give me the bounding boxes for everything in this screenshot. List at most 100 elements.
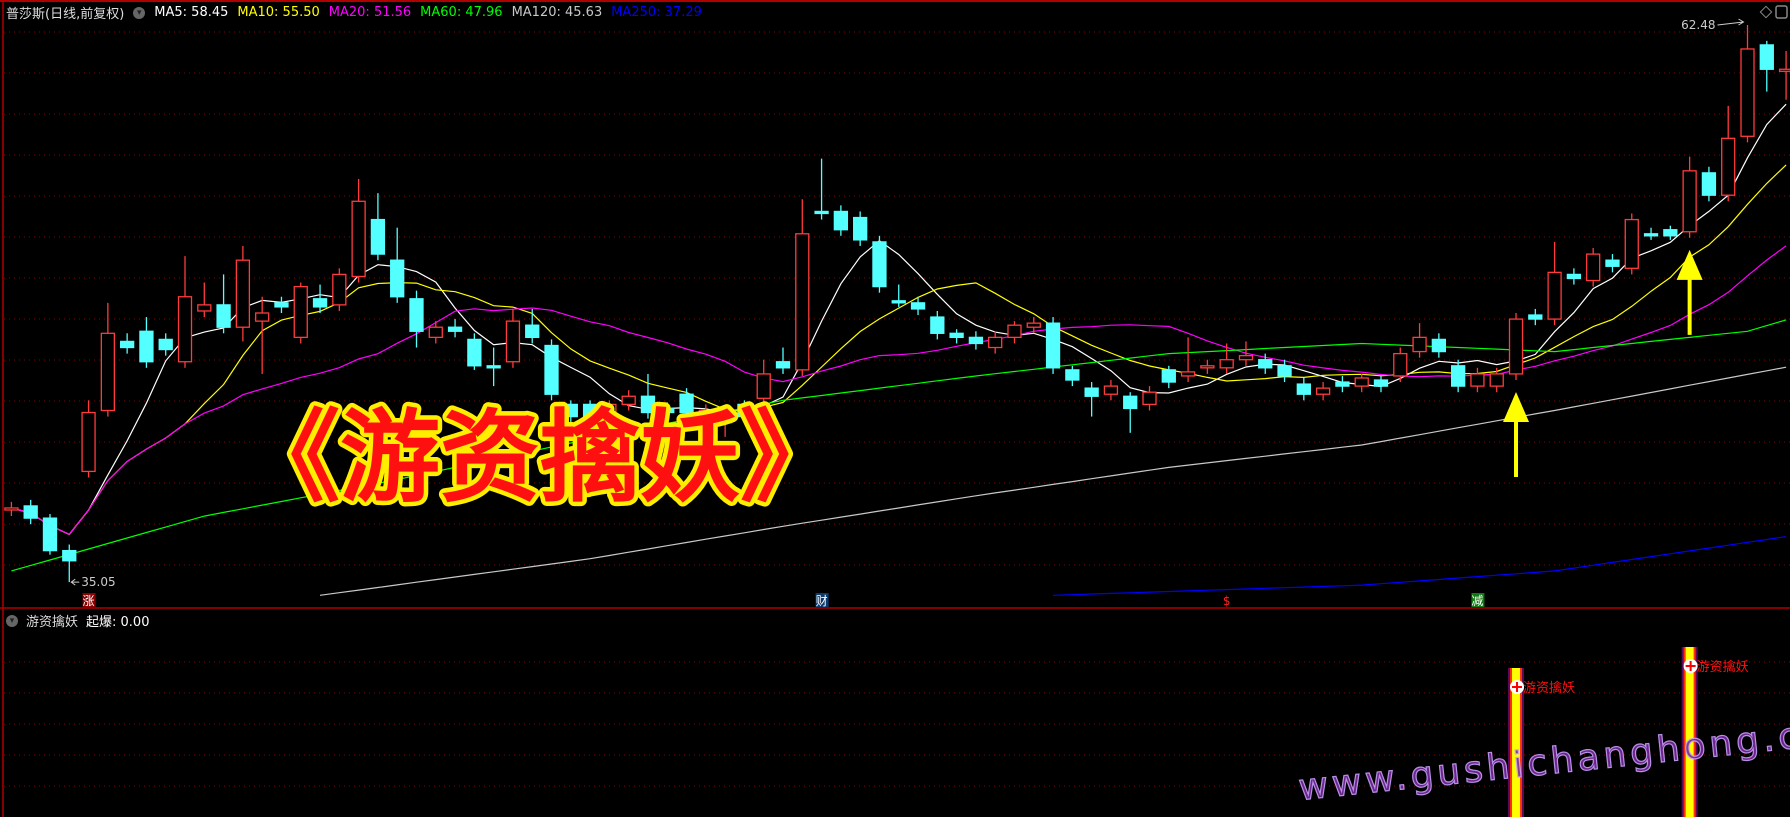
candle-down (563, 400, 578, 433)
event-marker[interactable]: 涨 (83, 593, 96, 608)
ma250-line (1053, 536, 1787, 596)
candle-down (910, 296, 926, 316)
candle-down (42, 514, 58, 555)
chart-header: 普莎斯(日线,前复权) ▾ MA5: 58.45 MA10: 55.50 MA20:… (6, 3, 702, 22)
low-arrow-icon (70, 578, 80, 586)
indicator-value: 起爆: 0.00 (86, 615, 150, 630)
candle-down (467, 333, 482, 370)
high-price-label: 62.48 (1681, 18, 1715, 32)
candle-down (1528, 308, 1543, 326)
candle-up (1624, 213, 1639, 275)
candle-down (582, 400, 598, 423)
low-price-label: 35.05 (81, 575, 115, 589)
candle-down (660, 402, 675, 419)
candle-up (1412, 323, 1427, 358)
candle-up (1142, 386, 1157, 411)
candle-up (505, 308, 521, 368)
candle-down (1258, 353, 1273, 374)
ma-legend-item: MA10: 55.50 (237, 5, 320, 20)
candle-down (1277, 359, 1292, 383)
up-arrow-icon (1503, 392, 1530, 478)
svg-text:减: 减 (1471, 594, 1483, 608)
candle-up (293, 282, 308, 344)
candle-up (1547, 241, 1562, 326)
candle-up (1315, 382, 1331, 401)
high-arrow-icon (1717, 18, 1745, 26)
candle-down (1605, 254, 1620, 273)
candle-up (255, 296, 270, 374)
candle-down (1373, 375, 1389, 393)
candle-down (872, 235, 887, 293)
ma-legend-item: MA120: 45.63 (511, 5, 603, 20)
candle-up (1180, 337, 1196, 383)
candle-up (1489, 367, 1504, 393)
candle-up (1007, 321, 1022, 344)
candle-down (1663, 225, 1678, 240)
ma-legend-item: MA60: 47.96 (420, 5, 503, 20)
candle-down (814, 158, 829, 220)
candle-up (717, 410, 733, 437)
window-controls (1759, 5, 1788, 19)
candle-down (1045, 317, 1061, 374)
candle-down (370, 193, 386, 261)
signal-bar: 游资擒妖 (1508, 668, 1575, 817)
dropdown-icon[interactable]: ▾ (133, 6, 146, 19)
watermark: www.gushichanghong.com (1297, 709, 1790, 809)
candle-up (1586, 248, 1601, 287)
candle-up (795, 199, 810, 376)
candle-down (1566, 268, 1582, 285)
ma-legend-item: MA5: 58.45 (154, 5, 229, 20)
candle-down (1123, 392, 1138, 433)
event-marker[interactable]: 减 (1471, 593, 1485, 608)
overlay-title: 《游资擒妖》 (240, 399, 840, 516)
candle-down (23, 499, 38, 525)
candle-down (525, 308, 540, 344)
candle-down (409, 290, 424, 348)
candle-down (1759, 40, 1774, 92)
ma-legend: MA5: 58.45 MA10: 55.50 MA20: 51.56 MA60: 47… (154, 5, 702, 20)
candle-down (158, 333, 173, 356)
candle-down (1084, 382, 1099, 417)
event-marker[interactable]: 财 (816, 593, 829, 608)
dropdown-icon[interactable]: ▾ (6, 614, 18, 627)
diamond-icon[interactable] (1759, 5, 1773, 19)
candle-up (100, 302, 115, 417)
candle-down (930, 310, 945, 340)
candle-down (891, 284, 906, 307)
ma-legend-item: MA20: 51.56 (328, 5, 412, 20)
signal-label: 游资擒妖 (1523, 680, 1575, 696)
candle-down (1643, 227, 1659, 240)
candle-down (390, 227, 405, 303)
candle-down (312, 284, 328, 313)
candle-up (621, 390, 636, 411)
candle-up (1778, 50, 1790, 100)
candle-down (544, 339, 559, 401)
candle-up (235, 245, 251, 342)
signal-label: 游资擒妖 (1697, 659, 1749, 675)
candle-up (81, 400, 96, 478)
ma120-line (319, 366, 1787, 596)
candle-down (1065, 365, 1080, 387)
candle-down (833, 205, 849, 236)
candle-up (1238, 341, 1254, 366)
candles (4, 25, 1790, 583)
signal-bar: 游资擒妖 (1681, 647, 1749, 817)
candle-down (62, 544, 77, 583)
svg-text:$: $ (1223, 594, 1231, 608)
candle-up (1200, 359, 1215, 374)
candle-down (139, 317, 154, 368)
signal-arrows (1503, 249, 1703, 478)
candle-down (968, 331, 984, 350)
candle-down (119, 333, 135, 354)
candle-down (1335, 375, 1350, 393)
price-labels: 62.48 35.05 (70, 18, 1745, 589)
panel-toggle-icon[interactable] (1775, 5, 1788, 19)
candle-up (1508, 312, 1524, 381)
svg-text:涨: 涨 (83, 593, 95, 608)
event-marker[interactable]: $ (1223, 594, 1231, 608)
candle-down (679, 388, 694, 419)
candle-down (274, 296, 289, 313)
